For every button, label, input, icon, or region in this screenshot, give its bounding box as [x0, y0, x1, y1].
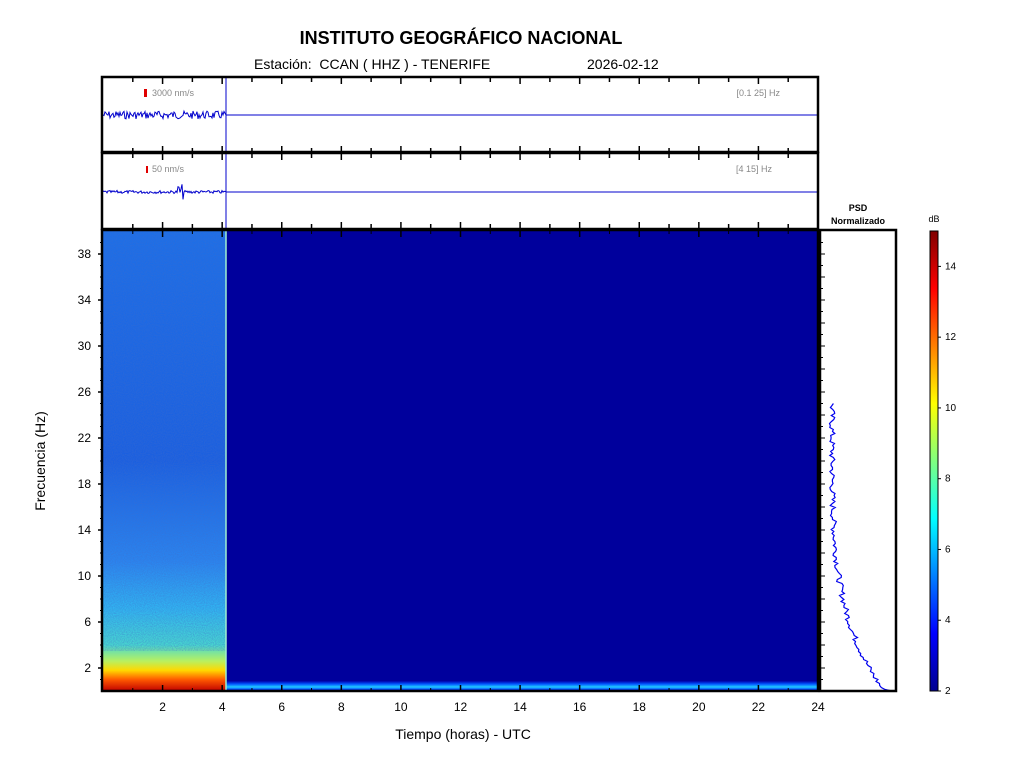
spectrogram-noise — [103, 231, 226, 651]
y-tick-label: 38 — [78, 247, 92, 261]
x-tick-label: 8 — [338, 700, 345, 714]
date-label: 2026-02-12 — [587, 56, 659, 72]
x-tick-label: 24 — [811, 700, 825, 714]
scale-label: 50 nm/s — [152, 164, 185, 174]
colorbar-ticks: 2 4 6 8 10 12 14 — [938, 261, 957, 697]
x-tick-label: 20 — [692, 700, 706, 714]
psd-line — [828, 403, 893, 692]
x-tick-label: 6 — [278, 700, 285, 714]
x-tick-label: 18 — [633, 700, 647, 714]
x-tick-label: 12 — [454, 700, 468, 714]
y-tick-label: 22 — [78, 431, 92, 445]
colorbar-tick-label: 6 — [945, 544, 951, 555]
x-tick-label: 16 — [573, 700, 587, 714]
y-tick-label: 26 — [78, 385, 92, 399]
x-tick-label: 4 — [219, 700, 226, 714]
y-tick-label: 30 — [78, 339, 92, 353]
seismogram-panel-highpass: 50 nm/s [4 15] Hz — [100, 151, 820, 231]
low-frequency-band — [226, 681, 818, 691]
y-tick-label: 10 — [78, 569, 92, 583]
station-label: Estación: CCAN ( HHZ ) - TENERIFE — [254, 56, 491, 72]
x-tick-label: 2 — [159, 700, 166, 714]
colorbar-tick-label: 4 — [945, 615, 951, 626]
colorbar-tick-label: 12 — [945, 332, 957, 343]
seismic-trace — [102, 109, 227, 121]
scale-bar — [144, 89, 147, 97]
scale-bar — [146, 166, 148, 173]
page-title: INSTITUTO GEOGRÁFICO NACIONAL — [299, 28, 623, 48]
spectrogram-panel — [103, 231, 818, 691]
x-tick-label: 14 — [513, 700, 527, 714]
y-tick-label: 6 — [84, 615, 91, 629]
x-tick-label: 10 — [394, 700, 408, 714]
colorbar-label: dB — [928, 214, 939, 224]
y-tick-label: 18 — [78, 477, 92, 491]
colorbar-tick-label: 8 — [945, 474, 951, 485]
y-tick-label: 34 — [78, 293, 92, 307]
seismic-trace — [102, 184, 227, 200]
scale-label: 3000 nm/s — [152, 88, 195, 98]
y-axis-label: Frecuencia (Hz) — [32, 411, 48, 511]
colorbar-tick-label: 14 — [945, 261, 957, 272]
psd-title-line1: PSD — [849, 203, 868, 213]
colorbar: dB 2 4 6 8 10 12 14 — [928, 214, 956, 697]
y-tick-label: 14 — [78, 523, 92, 537]
colorbar-tick-label: 10 — [945, 403, 957, 414]
x-tick-label: 22 — [752, 700, 766, 714]
seismogram-panel-broadband: 3000 nm/s [0.1 25] Hz — [100, 75, 820, 154]
psd-panel: PSD Normalizado — [818, 203, 898, 693]
psd-title-line2: Normalizado — [831, 216, 886, 226]
band-label: [4 15] Hz — [736, 164, 773, 174]
colorbar-tick-label: 2 — [945, 686, 951, 697]
panel-ticks — [132, 154, 789, 228]
y-tick-label: 2 — [84, 661, 91, 675]
x-axis-label: Tiempo (horas) - UTC — [395, 726, 531, 742]
band-label: [0.1 25] Hz — [736, 88, 780, 98]
